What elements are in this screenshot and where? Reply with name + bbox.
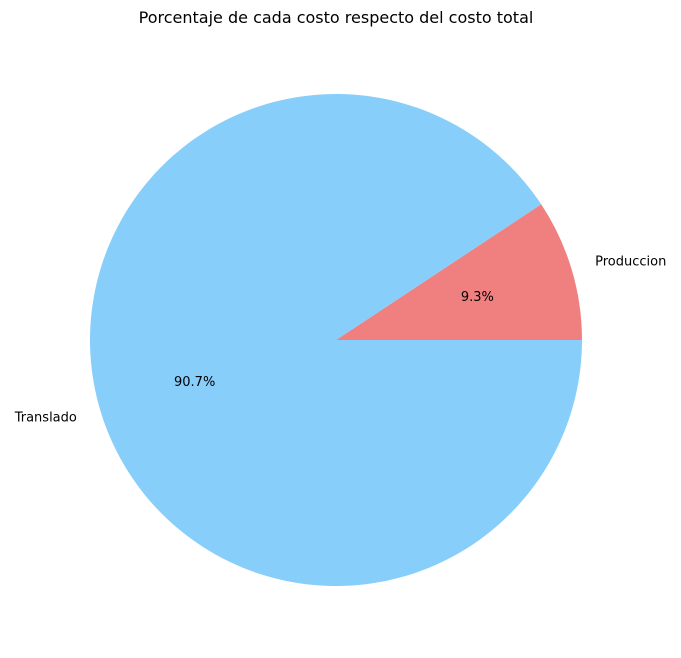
pie-slices <box>89 94 583 587</box>
slice-label-produccion: Produccion <box>595 255 666 270</box>
pie-labels: Produccion 9.3% Translado 90.7% <box>14 255 667 426</box>
slice-label-translado: Translado <box>14 410 77 425</box>
slice-pct-translado: 90.7% <box>174 375 215 390</box>
slice-pct-produccion: 9.3% <box>461 290 494 305</box>
pie-slice-produccion <box>336 204 582 340</box>
chart-title: Porcentaje de cada costo respecto del co… <box>139 8 534 27</box>
pie-slice-translado <box>89 94 583 587</box>
